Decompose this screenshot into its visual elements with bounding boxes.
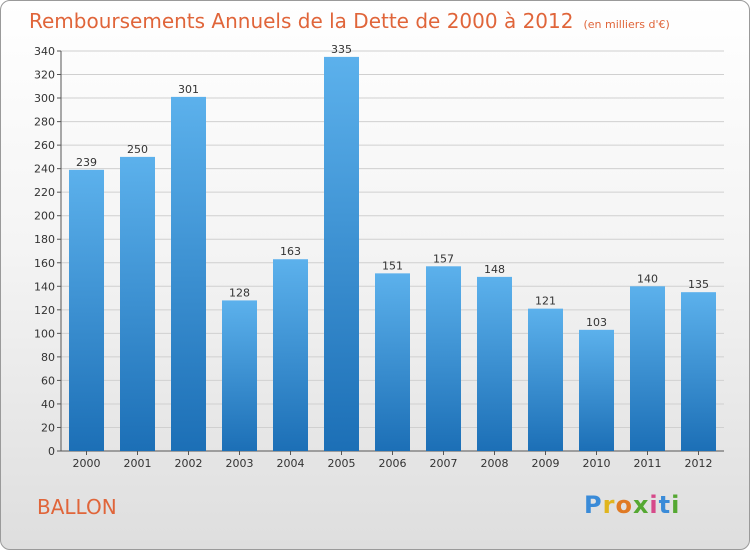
bar[interactable] xyxy=(477,276,512,451)
logo-letter: P xyxy=(584,491,603,519)
x-tick-label: 2007 xyxy=(430,457,458,470)
proxiti-logo[interactable]: Proxiti xyxy=(584,491,680,519)
y-tick-label: 0 xyxy=(48,445,55,458)
bar[interactable] xyxy=(120,156,155,451)
logo-letter: r xyxy=(602,491,616,519)
y-tick-label: 240 xyxy=(34,163,55,176)
value-label: 250 xyxy=(127,143,148,156)
x-tick-label: 2005 xyxy=(328,457,356,470)
y-tick-label: 260 xyxy=(34,139,55,152)
value-label: 140 xyxy=(637,272,658,285)
value-label: 301 xyxy=(178,83,199,96)
x-tick-label: 2009 xyxy=(532,457,560,470)
bar[interactable] xyxy=(324,56,359,451)
value-label: 135 xyxy=(688,278,709,291)
bar[interactable] xyxy=(528,308,563,451)
bar[interactable] xyxy=(69,169,104,451)
x-tick-label: 2008 xyxy=(481,457,509,470)
bars xyxy=(69,56,716,451)
y-tick-label: 200 xyxy=(34,210,55,223)
logo-letter: i xyxy=(671,491,681,519)
x-tick-label: 2010 xyxy=(583,457,611,470)
bar[interactable] xyxy=(426,266,461,451)
y-tick-label: 120 xyxy=(34,304,55,317)
bar[interactable] xyxy=(222,300,257,451)
value-label: 157 xyxy=(433,252,454,265)
bar[interactable] xyxy=(681,292,716,451)
x-tick-label: 2011 xyxy=(634,457,662,470)
x-tick-label: 2000 xyxy=(73,457,101,470)
x-tick-label: 2003 xyxy=(226,457,254,470)
y-tick-label: 320 xyxy=(34,69,55,82)
value-label: 121 xyxy=(535,295,556,308)
value-label: 335 xyxy=(331,43,352,56)
y-tick-label: 340 xyxy=(34,45,55,58)
y-tick-label: 180 xyxy=(34,233,55,246)
value-label: 151 xyxy=(382,259,403,272)
y-tick-label: 40 xyxy=(41,398,55,411)
x-tick-label: 2006 xyxy=(379,457,407,470)
x-tick-label: 2002 xyxy=(175,457,203,470)
value-label: 163 xyxy=(280,245,301,258)
y-tick-label: 80 xyxy=(41,351,55,364)
title-text: Remboursements Annuels de la Dette de 20… xyxy=(29,9,574,33)
y-tick-label: 100 xyxy=(34,327,55,340)
y-tick-label: 280 xyxy=(34,116,55,129)
logo-letter: i xyxy=(649,491,659,519)
chart-title: Remboursements Annuels de la Dette de 20… xyxy=(29,9,670,33)
logo-letter: o xyxy=(615,491,633,519)
bar[interactable] xyxy=(375,273,410,451)
x-tick-label: 2004 xyxy=(277,457,305,470)
value-label: 239 xyxy=(76,156,97,169)
logo-letter: t xyxy=(658,491,672,519)
labels: 0 20 40 60 80 100 120 140 160 180 200 220 240 260 280 3… xyxy=(34,43,713,470)
bar[interactable] xyxy=(579,329,614,451)
bar[interactable] xyxy=(630,286,665,451)
title-unit: (en milliers d'€) xyxy=(583,18,670,31)
y-tick-label: 300 xyxy=(34,92,55,105)
value-label: 128 xyxy=(229,286,250,299)
x-tick-label: 2001 xyxy=(124,457,152,470)
y-tick-label: 160 xyxy=(34,257,55,270)
commune-name: BALLON xyxy=(37,495,117,519)
value-label: 148 xyxy=(484,263,505,276)
value-label: 103 xyxy=(586,316,607,329)
bar[interactable] xyxy=(171,96,206,451)
y-tick-label: 220 xyxy=(34,186,55,199)
bar[interactable] xyxy=(273,259,308,451)
logo-letter: x xyxy=(632,491,650,519)
y-tick-label: 140 xyxy=(34,280,55,293)
y-tick-label: 60 xyxy=(41,374,55,387)
x-tick-label: 2012 xyxy=(685,457,713,470)
y-tick-label: 20 xyxy=(41,421,55,434)
